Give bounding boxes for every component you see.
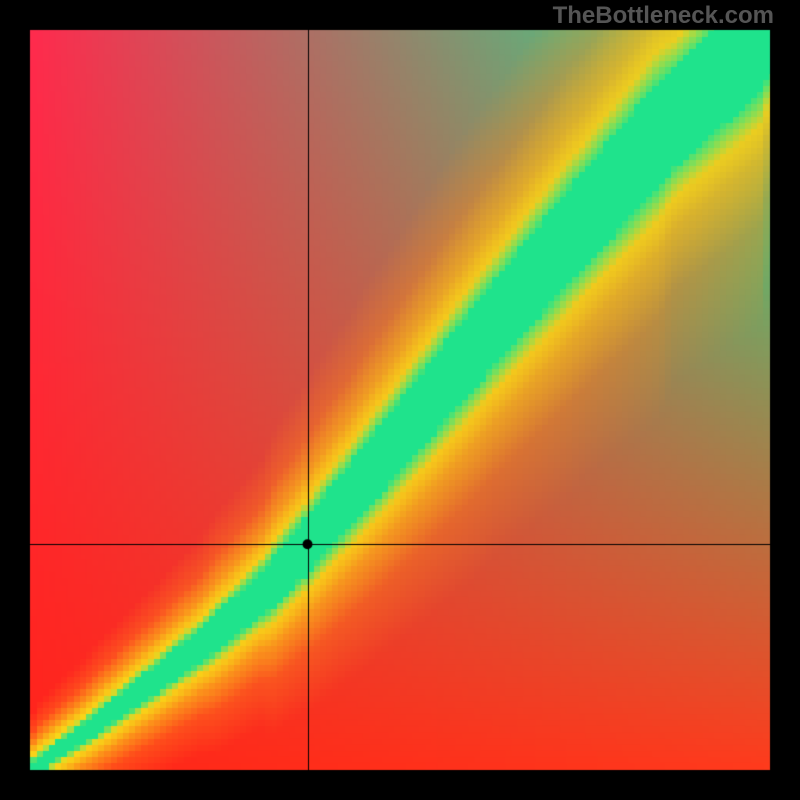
chart-container: { "watermark": { "text": "TheBottleneck.… [0,0,800,800]
bottleneck-heatmap [0,0,800,800]
watermark-text: TheBottleneck.com [553,2,774,30]
